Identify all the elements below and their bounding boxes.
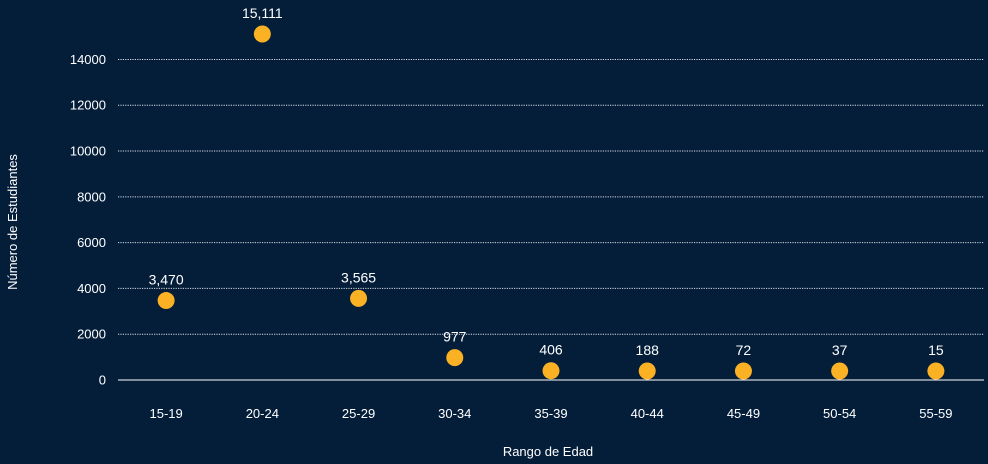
data-point [350, 289, 368, 307]
data-point [638, 362, 656, 380]
data-points [157, 25, 945, 380]
data-label: 37 [832, 342, 848, 358]
data-label: 72 [736, 342, 752, 358]
data-label: 406 [539, 342, 563, 358]
data-label: 188 [636, 342, 660, 358]
data-labels: 3,470 15,111 3,565 977 406 188 72 37 15 [149, 5, 944, 358]
y-axis-title: Número de Estudiantes [5, 154, 20, 290]
data-point [253, 25, 271, 43]
y-axis-ticks: 0 2000 4000 6000 8000 10000 12000 14000 [70, 52, 106, 388]
y-tick-label: 14000 [70, 52, 106, 67]
grid-lines [118, 58, 984, 381]
y-tick-label: 10000 [70, 144, 106, 159]
y-tick-label: 12000 [70, 98, 106, 113]
y-tick-label: 2000 [77, 327, 106, 342]
data-point [734, 362, 752, 380]
data-label: 15 [928, 342, 944, 358]
data-label: 3,565 [341, 269, 376, 285]
x-tick-label: 55-59 [919, 406, 952, 421]
x-axis-ticks: 15-19 20-24 25-29 30-34 35-39 40-44 45-49 50-54… [149, 406, 952, 421]
x-tick-label: 50-54 [823, 406, 856, 421]
data-point [831, 362, 849, 380]
x-axis-title: Rango de Edad [503, 444, 593, 459]
x-tick-label: 45-49 [727, 406, 760, 421]
data-label: 977 [443, 329, 467, 345]
x-tick-label: 40-44 [631, 406, 664, 421]
data-label: 15,111 [242, 5, 283, 21]
x-tick-label: 20-24 [246, 406, 279, 421]
data-label: 3,470 [149, 272, 184, 288]
data-point [927, 362, 945, 380]
y-tick-label: 4000 [77, 281, 106, 296]
data-point [446, 349, 464, 367]
x-tick-label: 30-34 [438, 406, 471, 421]
y-tick-label: 8000 [77, 189, 106, 204]
y-tick-label: 6000 [77, 235, 106, 250]
x-tick-label: 15-19 [149, 406, 182, 421]
x-tick-label: 25-29 [342, 406, 375, 421]
x-tick-label: 35-39 [534, 406, 567, 421]
y-tick-label: 0 [99, 373, 106, 388]
data-point [157, 292, 175, 310]
data-point [542, 362, 560, 380]
